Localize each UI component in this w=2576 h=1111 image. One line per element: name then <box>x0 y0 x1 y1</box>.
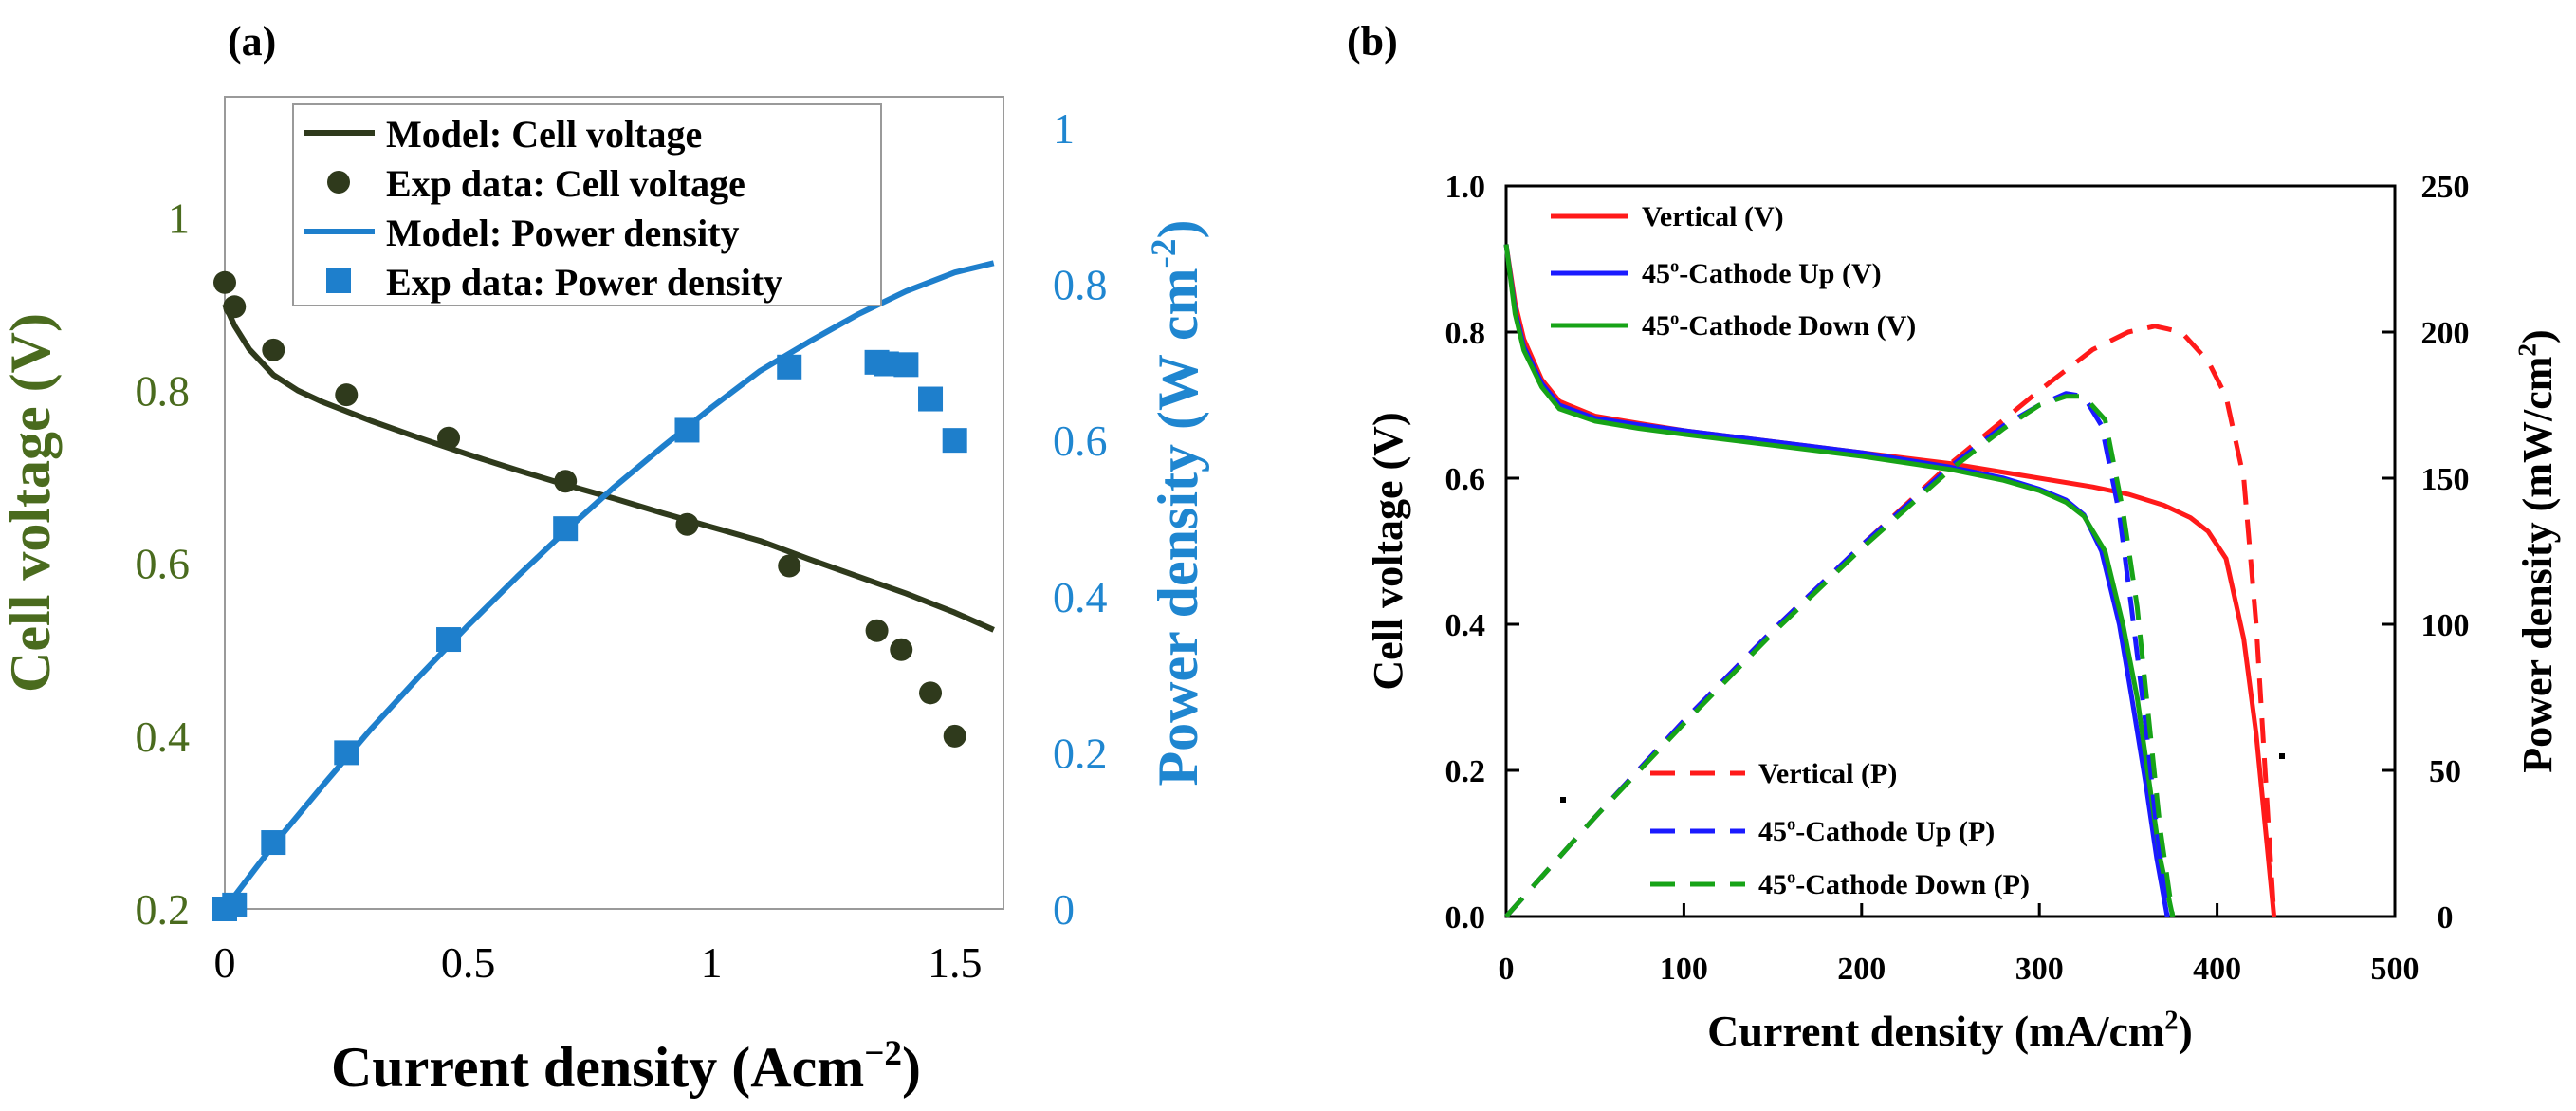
voltage-data-point <box>262 338 285 361</box>
y-tick-label: 0.8 <box>1445 316 1486 351</box>
voltage-data-point <box>335 383 359 407</box>
series-line-voltage-model <box>222 303 995 633</box>
voltage-data-point <box>437 426 461 450</box>
y-tick-label: 1.0 <box>1445 170 1486 205</box>
voltage-data-point <box>223 295 247 319</box>
x-tick-label: 1 <box>701 938 723 987</box>
legend-entry-label: Vertical (V) <box>1642 201 1784 232</box>
legend-entry-label: Model: Cell voltage <box>386 113 702 156</box>
legend-entry-label: Model: Power density <box>386 212 740 254</box>
y2-axis-title: Power density (mW/cm2) <box>2512 329 2561 772</box>
x-axis-title: Current density (Acm−2) <box>331 1034 921 1099</box>
x-tick-label: 300 <box>2015 952 2064 987</box>
y-axis-title: Cell voltage (V) <box>0 313 62 693</box>
panel-a: (a) 0.2 0.4 0.6 0.8 1 0 0.2 0.4 0.6 0.8 1 0 0.5 1 1.5 Ce… <box>0 18 1209 1099</box>
y-tick-label: 0.8 <box>136 367 191 416</box>
panel-label: (b) <box>1347 18 1398 65</box>
power-data-point <box>436 627 462 653</box>
legend-entry-label: Vertical (P) <box>1758 758 1897 789</box>
y-tick-label: 0.4 <box>136 713 191 761</box>
voltage-data-point <box>943 724 966 748</box>
power-data-point <box>334 740 359 766</box>
y-tick-label: 0.6 <box>136 540 191 588</box>
voltage-data-point <box>778 554 801 578</box>
power-data-point <box>893 352 919 378</box>
voltage-data-point <box>919 681 943 705</box>
legend-swatch-square <box>326 268 351 293</box>
voltage-data-point <box>554 470 578 493</box>
y2-tick-label: 0.4 <box>1053 573 1108 621</box>
y-tick-label: 0.6 <box>1445 462 1486 497</box>
legend-box <box>292 103 882 306</box>
voltage-data-point <box>213 270 236 294</box>
x-tick-label: 100 <box>1660 952 1708 987</box>
x-tick-label: 200 <box>1837 952 1886 987</box>
plot-frame <box>1504 184 2397 918</box>
x-tick-label: 500 <box>2371 952 2420 987</box>
x-tick-label: 0 <box>1499 952 1515 987</box>
y2-tick-label: 200 <box>2421 316 2470 351</box>
legend-voltage: Vertical (V) 45o-Cathode Up (V) 45o-Cathod… <box>1551 201 1916 342</box>
x-tick-label: 0.5 <box>441 938 496 987</box>
legend-entry-label: 45o-Cathode Down (V) <box>1642 309 1916 342</box>
legend-entry-label: Exp data: Power density <box>386 261 782 304</box>
legend-swatch-circle <box>327 171 350 194</box>
power-data-point <box>918 386 944 412</box>
power-data-point <box>674 417 700 443</box>
panel-label: (a) <box>228 18 276 65</box>
y-tick-label: 0.2 <box>1445 754 1486 789</box>
legend-entry-label: 45o-Cathode Down (P) <box>1758 868 2030 900</box>
power-data-point <box>261 830 286 856</box>
y-tick-label: 0.4 <box>1445 608 1486 643</box>
series-line-power <box>1504 394 2176 918</box>
x-tick-label: 400 <box>2193 952 2241 987</box>
legend-entry-label: 45o-Cathode Up (V) <box>1642 257 1882 289</box>
y2-tick-label: 0.2 <box>1053 729 1108 777</box>
panel-b: (b) 0.0 0.2 0.4 0.6 0.8 1.0 0 50 100 150 200 250 0 100… <box>1347 18 2561 1055</box>
y2-tick-label: 0 <box>2438 900 2454 935</box>
plot-frame <box>224 96 1004 910</box>
y2-tick-label: 0.6 <box>1053 417 1108 465</box>
y2-tick-label: 250 <box>2421 170 2470 205</box>
x-axis-title: Current density (mA/cm2) <box>1707 1007 2193 1055</box>
y2-tick-label: 50 <box>2429 754 2461 789</box>
power-data-point <box>942 428 967 454</box>
power-data-point <box>777 354 802 380</box>
voltage-data-point <box>865 619 889 642</box>
y2-tick-label: 1 <box>1053 104 1075 153</box>
stray-mark <box>1560 797 1566 803</box>
y-tick-label: 0.2 <box>136 885 191 934</box>
power-data-point <box>222 892 248 917</box>
y2-axis-title: Power density (W cm-2) <box>1145 219 1209 786</box>
voltage-data-point <box>675 512 699 536</box>
series-line-power <box>1504 324 2277 918</box>
y-tick-label: 1 <box>168 194 190 242</box>
y-tick-label: 0.0 <box>1445 900 1486 935</box>
x-tick-label: 1.5 <box>928 938 983 987</box>
x-tick-label: 0 <box>214 938 236 987</box>
y2-tick-label: 100 <box>2421 608 2470 643</box>
y2-tick-label: 150 <box>2421 462 2470 497</box>
legend: Model: Cell voltage Exp data: Cell voltag… <box>292 103 882 306</box>
y2-tick-label: 0 <box>1053 885 1075 934</box>
voltage-data-point <box>890 638 913 661</box>
legend-entry-label: 45o-Cathode Up (P) <box>1758 815 1995 847</box>
legend-entry-label: Exp data: Cell voltage <box>386 162 745 205</box>
y-axis-title: Cell voltage (V) <box>1365 412 1411 690</box>
legend-power: Vertical (P) 45o-Cathode Up (P) 45o-Cathod… <box>1650 758 2030 900</box>
power-data-point <box>553 516 579 542</box>
y2-tick-label: 0.8 <box>1053 261 1108 309</box>
series-line-voltage <box>1503 244 2176 917</box>
stray-mark <box>2279 753 2285 759</box>
